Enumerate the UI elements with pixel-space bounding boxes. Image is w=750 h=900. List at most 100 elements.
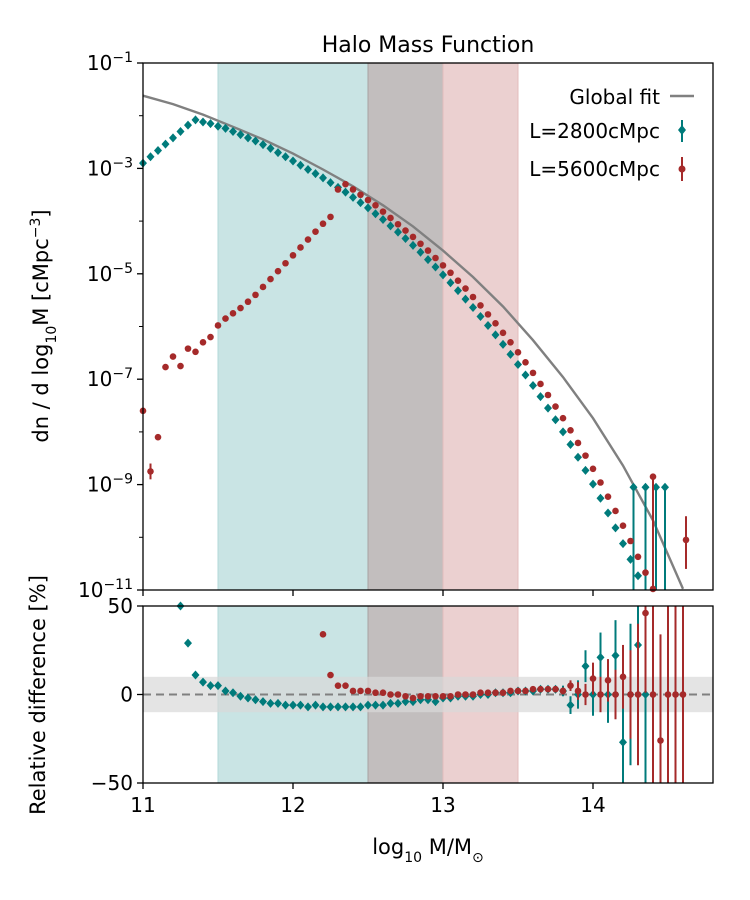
- chart-title: Halo Mass Function: [322, 33, 535, 58]
- resid-l5600-circle-point: [649, 691, 657, 698]
- l5600-circle-point: [319, 220, 327, 228]
- resid-l5600-circle-point: [477, 689, 484, 697]
- resid-l5600-circle-point: [529, 685, 537, 693]
- l2800-diamond-point: [484, 320, 492, 330]
- l5600-circle-point: [154, 433, 162, 441]
- l5600-circle-point: [244, 298, 252, 306]
- l2800-diamond-point: [476, 311, 485, 321]
- l5600-circle-point: [454, 277, 462, 284]
- resid-l5600-circle-point: [507, 687, 514, 695]
- l5600-circle-point: [447, 269, 454, 277]
- resid-l2800-diamond-point: [371, 700, 380, 710]
- l5600-circle-point: [559, 414, 567, 422]
- l5600-circle-point: [574, 439, 582, 447]
- l5600-circle-point: [177, 362, 184, 370]
- l2800-diamond-point: [341, 187, 350, 197]
- resid-l2800-diamond-point: [281, 700, 290, 710]
- top-y-axis-label: dn / d log10M [cMpc−3]: [28, 209, 60, 442]
- l2800-diamond-point: [214, 121, 222, 131]
- l5600-circle-point: [402, 227, 409, 234]
- l2800-diamond-point: [356, 198, 365, 208]
- l5600-circle-point: [604, 493, 612, 501]
- l2800-diamond-point: [161, 139, 170, 149]
- l2800-diamond-point: [319, 173, 327, 183]
- l2800-diamond-point: [454, 286, 462, 296]
- resid-l2800-diamond-point: [431, 697, 440, 707]
- resid-l2800-diamond-point: [266, 698, 275, 708]
- resid-l5600-circle-point: [597, 691, 604, 698]
- l5600-circle-point: [259, 283, 267, 291]
- l5600-circle-point: [199, 339, 207, 346]
- l5600-circle-point: [357, 191, 364, 199]
- l5600-circle-point: [372, 201, 379, 209]
- l5600-circle-point: [597, 479, 604, 486]
- resid-l5600-circle-point: [634, 691, 642, 698]
- resid-l5600-circle-point: [379, 689, 387, 697]
- l2800-diamond-point: [229, 127, 237, 137]
- l2800-diamond-point: [506, 349, 515, 359]
- l5600-circle-point: [312, 228, 319, 235]
- l2800-diamond-point: [596, 493, 605, 503]
- resid-l2800-diamond-point: [641, 690, 650, 699]
- l2800-diamond-point: [611, 523, 620, 533]
- l2800-diamond-point: [619, 539, 627, 549]
- resid-l5600-circle-point: [679, 691, 687, 698]
- bottom-x-tick-label: 14: [580, 793, 605, 817]
- resid-l2800-diamond-point: [191, 670, 200, 680]
- resid-l5600-circle-point: [387, 691, 394, 698]
- bottom-y-ticks: −50 0 50: [91, 594, 143, 795]
- l2800-diamond-point: [191, 115, 200, 125]
- l2800-diamond-point: [514, 359, 522, 369]
- resid-l5600-circle-point: [514, 687, 522, 695]
- shaded-region-1: [217, 62, 369, 591]
- top-y-tick-label: 10−9: [87, 472, 133, 497]
- l2800-diamond-point: [251, 136, 260, 146]
- l5600-circle-point: [484, 311, 492, 318]
- resid-l5600-circle-point: [484, 689, 492, 697]
- l2800-diamond-point: [536, 392, 545, 402]
- resid-l2800-diamond-point: [379, 700, 387, 710]
- resid-l5600-circle-point: [424, 692, 432, 700]
- resid-l5600-circle-point: [582, 691, 589, 698]
- resid-l5600-circle-point: [319, 631, 327, 638]
- resid-l2800-diamond-point: [319, 702, 327, 712]
- bottom-y-tick-label: 50: [108, 594, 133, 618]
- resid-l5600-circle-point: [559, 687, 567, 695]
- l5600-circle-point: [364, 196, 372, 204]
- l2800-diamond-point: [521, 370, 530, 380]
- resid-l2800-diamond-point: [566, 700, 575, 710]
- resid-l2800-diamond-point: [296, 700, 305, 710]
- resid-l2800-diamond-point: [581, 661, 590, 671]
- l5600-circle-point: [619, 522, 627, 530]
- resid-l5600-circle-point: [364, 687, 372, 695]
- l5600-circle-point: [424, 247, 432, 254]
- series-l2800-points: [139, 115, 669, 590]
- l2800-diamond-point: [409, 240, 417, 250]
- top-x-ticks: [142, 590, 594, 596]
- l2800-diamond-point: [589, 479, 597, 489]
- l5600-circle-point: [627, 537, 634, 545]
- resid-l2800-diamond-point: [259, 697, 267, 707]
- l5600-circle-point: [439, 262, 447, 269]
- resid-l2800-diamond-point: [199, 677, 207, 687]
- legend: Global fit L=2800cMpc L=5600cMpc: [529, 85, 694, 181]
- resid-l2800-diamond-point: [251, 695, 260, 705]
- l5600-circle-point: [222, 315, 229, 322]
- bottom-x-tick-label: 11: [130, 793, 155, 817]
- resid-l2800-diamond-point: [214, 681, 222, 691]
- l2800-diamond-point: [566, 440, 575, 450]
- l2800-diamond-point: [244, 133, 252, 143]
- l5600-circle-point: [589, 465, 597, 473]
- l2800-diamond-point: [289, 156, 297, 166]
- l5600-circle-point: [394, 220, 402, 228]
- resid-l2800-diamond-point: [596, 652, 605, 662]
- resid-l2800-diamond-point: [289, 700, 297, 710]
- l2800-diamond-point: [281, 152, 290, 162]
- l2800-diamond-point: [154, 145, 162, 155]
- resid-l5600-circle-point: [499, 689, 507, 697]
- legend-circle-errorbar-icon: [678, 157, 686, 181]
- resid-l2800-diamond-point: [611, 651, 620, 661]
- resid-l5600-circle-point: [342, 682, 349, 689]
- resid-l5600-circle-point: [567, 682, 574, 689]
